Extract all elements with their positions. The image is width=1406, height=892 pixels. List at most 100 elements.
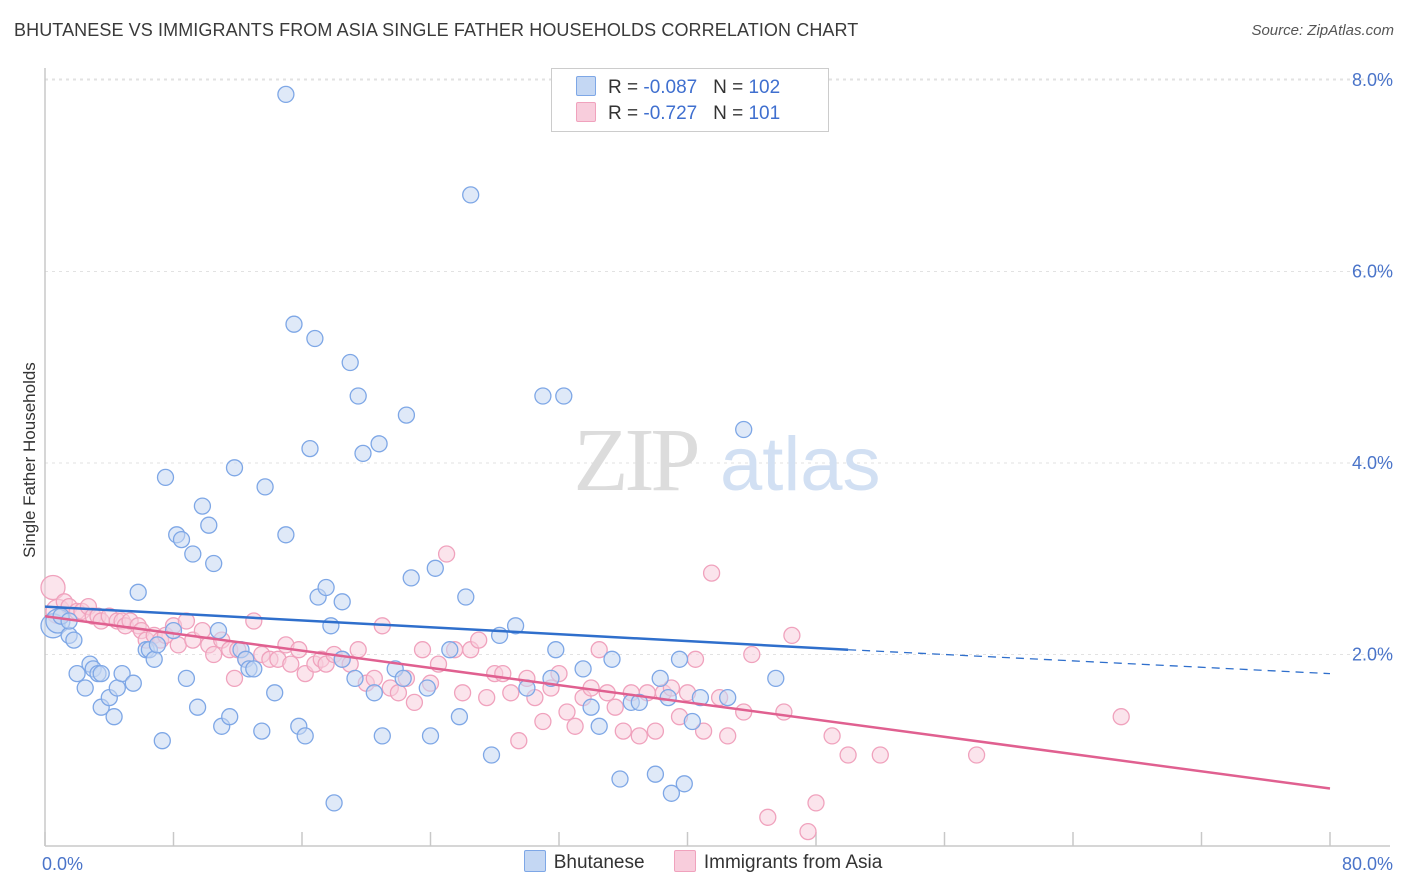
bhutanese-point [285, 315, 303, 333]
immigrants-point [349, 641, 367, 659]
immigrants-point [405, 693, 424, 712]
immigrants-point [282, 655, 300, 673]
bhutanese-point [394, 669, 412, 688]
n-label: N = [713, 103, 749, 124]
bhutanese-point [662, 784, 681, 802]
chart-source: Source: ZipAtlas.com [1251, 22, 1394, 39]
stats-row-bhutanese: R = -0.087 N = 102 [576, 76, 780, 102]
immigrants-point [807, 794, 825, 812]
immigrants-point [470, 631, 488, 649]
bhutanese-point [209, 621, 228, 640]
immigrants-point [606, 698, 624, 716]
r-value: -0.727 [643, 103, 698, 124]
bhutanese-point [402, 569, 420, 587]
immigrants-point [413, 641, 432, 659]
bhutanese-point [296, 727, 314, 745]
immigrants-point [453, 684, 472, 702]
immigrants-point [702, 564, 721, 582]
bhutanese-point [370, 435, 388, 453]
immigrants-point [478, 688, 496, 707]
axes [44, 68, 1390, 847]
bhutanese-point [172, 530, 191, 549]
bhutanese-point [346, 669, 364, 688]
bhutanese-point [105, 708, 123, 726]
bhutanese-point [397, 406, 416, 424]
chart-title: BHUTANESE VS IMMIGRANTS FROM ASIA SINGLE… [14, 20, 859, 40]
bhutanese-point [266, 684, 284, 702]
bhutanese-point [719, 688, 737, 707]
bhutanese-point [277, 526, 295, 544]
immigrants-point [743, 645, 761, 664]
bhutanese-point [683, 712, 701, 731]
immigrants-point [783, 626, 801, 645]
stats-row-immigrants: R = -0.727 N = 101 [576, 102, 780, 128]
immigrants-point [686, 650, 705, 668]
immigrants-point [389, 684, 408, 702]
bhutanese-point [253, 722, 271, 740]
bhutanese-point [735, 420, 753, 439]
bhutanese-point [193, 497, 212, 515]
n-value: 102 [748, 77, 781, 98]
x-tick-label-min: 0.0% [42, 854, 83, 874]
bhutanese-point [322, 617, 340, 635]
bhutanese-point [306, 329, 324, 348]
bhutanese-point [333, 650, 351, 668]
immigrants-point [799, 822, 817, 841]
bhutanese-point [317, 578, 335, 597]
immigrants-point [614, 722, 632, 740]
bhutanese-point [188, 698, 207, 716]
bhutanese-point [630, 693, 648, 712]
bhutanese-point [333, 593, 351, 611]
bhutanese-point [301, 439, 319, 458]
bhutanese-point [164, 621, 183, 640]
bhutanese-point [547, 641, 565, 659]
n-value: 101 [748, 103, 781, 124]
immigrants-point [169, 636, 187, 654]
trend-lines [44, 605, 1331, 790]
bhutanese-point [129, 583, 147, 601]
legend-item-bhutanese: Bhutanese [523, 850, 645, 874]
bhutanese-point [506, 617, 525, 635]
bhutanese-point [325, 794, 343, 812]
bhutanese-point [426, 559, 444, 577]
immigrants-point [225, 669, 244, 688]
bhutanese-point [277, 85, 295, 104]
immigrants-point [775, 703, 793, 721]
bhutanese-point [590, 717, 608, 735]
series-legend: Bhutanese Immigrants from Asia [0, 850, 1406, 874]
watermark-zip: ZIP [574, 411, 698, 510]
bhutanese-point [221, 708, 239, 726]
r-label: R = [608, 77, 644, 98]
bhutanese-point [441, 641, 459, 659]
immigrants-point [1112, 708, 1130, 726]
bhutanese-point [659, 688, 677, 707]
x-tick-label-max: 80.0% [1342, 854, 1393, 874]
immigrants-swatch [576, 102, 596, 122]
bhutanese-point [418, 679, 436, 697]
bhutanese-point [349, 387, 367, 405]
bhutanese-point [245, 660, 263, 678]
r-value: -0.087 [643, 77, 698, 98]
bhutanese-point [646, 765, 665, 783]
immigrants-point [510, 732, 528, 750]
y-tick-label: 2.0% [1352, 645, 1393, 665]
bhutanese-point [365, 684, 383, 702]
bhutanese-point [582, 698, 600, 716]
immigrants-point [823, 727, 841, 745]
immigrants-point [630, 727, 648, 745]
stats-legend: R = -0.087 N = 102 R = -0.727 N = 101 [551, 68, 829, 132]
immigrants-point [437, 545, 456, 563]
bhutanese-point [65, 631, 83, 649]
bhutanese-point [148, 636, 167, 654]
immigrants-point [365, 669, 383, 688]
immigrants-point [646, 722, 665, 740]
legend-item-immigrants: Immigrants from Asia [673, 850, 882, 874]
immigrants-point [694, 722, 713, 740]
immigrants-point [735, 703, 753, 721]
bhutanese-point [341, 353, 359, 372]
bhutanese-point [450, 708, 469, 726]
immigrants-point [759, 808, 777, 826]
data-points [40, 85, 1130, 841]
bhutanese-point [68, 664, 86, 683]
bhutanese-point [177, 669, 196, 688]
